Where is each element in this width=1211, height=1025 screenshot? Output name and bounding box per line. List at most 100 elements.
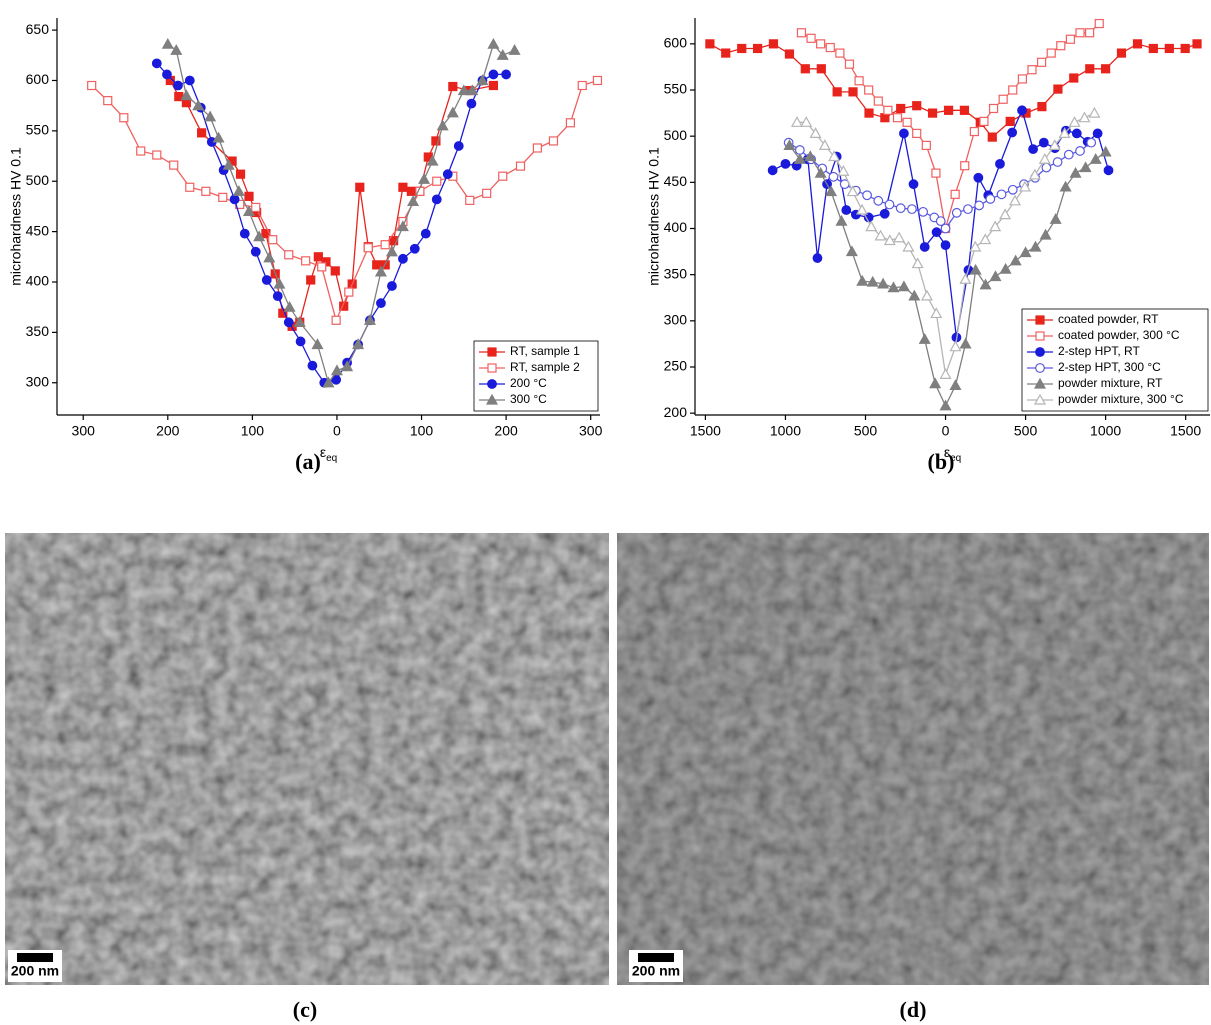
marker: [250, 246, 261, 257]
marker: [457, 84, 470, 96]
marker: [322, 376, 335, 388]
marker: [284, 250, 294, 260]
marker: [1049, 213, 1062, 224]
marker: [1071, 128, 1082, 139]
marker: [396, 220, 409, 232]
legend-label: 300 °C: [510, 392, 547, 406]
marker: [341, 360, 354, 372]
marker: [418, 172, 431, 184]
y-tick-label: 400: [664, 219, 688, 235]
marker: [119, 113, 129, 123]
x-tick-label: 500: [854, 423, 878, 439]
marker: [355, 182, 365, 192]
marker: [846, 185, 859, 197]
micrograph-texture: [617, 533, 1209, 985]
marker: [344, 287, 354, 297]
x-tick-label: 0: [333, 423, 341, 439]
x-axis-label-main: ε: [944, 444, 950, 460]
marker: [306, 275, 316, 285]
marker: [800, 116, 813, 127]
marker: [162, 69, 172, 80]
marker: [331, 374, 342, 385]
marker: [1033, 393, 1047, 405]
marker: [1065, 34, 1076, 44]
marker: [218, 192, 228, 202]
marker: [908, 289, 921, 301]
marker: [931, 227, 942, 238]
marker: [825, 185, 838, 197]
marker: [931, 168, 941, 178]
marker: [1085, 28, 1095, 38]
marker: [832, 87, 842, 97]
x-tick-label: 300: [579, 423, 603, 439]
marker: [1075, 28, 1085, 38]
y-axis-label: microhardness HV 0.1: [8, 147, 24, 286]
marker: [835, 48, 845, 58]
marker: [887, 281, 900, 293]
x-tick-label: 1500: [690, 423, 721, 439]
marker: [577, 80, 587, 91]
marker: [884, 199, 895, 210]
marker: [950, 189, 960, 199]
legend-box: [1021, 308, 1209, 412]
marker: [1075, 146, 1085, 156]
marker: [496, 49, 509, 60]
marker: [222, 158, 235, 170]
scale-bar-line: [17, 953, 53, 962]
marker: [508, 44, 521, 55]
marker: [883, 234, 896, 246]
marker: [330, 364, 343, 376]
marker: [1035, 363, 1045, 373]
panel-label: (c): [293, 997, 317, 1022]
y-tick-label: 300: [26, 373, 50, 389]
marker: [987, 132, 997, 142]
y-axis-label: microhardness HV 0.1: [646, 147, 662, 286]
legend-label: coated powder, RT: [1058, 312, 1159, 326]
marker: [201, 186, 211, 196]
marker: [501, 69, 512, 80]
marker: [498, 171, 508, 181]
marker: [1103, 165, 1114, 176]
marker: [152, 150, 162, 160]
marker: [812, 253, 823, 263]
marker: [1099, 145, 1112, 157]
marker: [930, 307, 943, 319]
x-tick-label: 200: [156, 423, 180, 439]
marker: [487, 37, 500, 49]
marker: [1018, 180, 1031, 192]
marker: [180, 89, 193, 101]
marker: [197, 128, 207, 138]
panel-label: (d): [900, 997, 927, 1022]
marker: [818, 139, 831, 151]
marker: [1164, 43, 1174, 54]
marker: [170, 44, 183, 55]
marker: [1017, 74, 1027, 84]
marker: [921, 140, 931, 151]
marker: [804, 150, 817, 162]
marker: [940, 223, 951, 234]
legend-label: 200 °C: [510, 376, 547, 390]
marker: [1086, 137, 1097, 148]
y-tick-label: 250: [664, 358, 688, 374]
marker: [855, 203, 868, 215]
marker: [409, 243, 420, 254]
x-axis-label-subscript: eq: [326, 453, 337, 464]
marker: [800, 64, 810, 74]
marker: [939, 368, 952, 379]
marker: [398, 253, 408, 264]
marker: [1092, 128, 1103, 139]
marker: [841, 205, 852, 215]
legend: RT, sample 1 RT, sample 2 200 °C 300 °C: [473, 340, 599, 412]
marker: [737, 43, 747, 54]
marker: [1180, 43, 1190, 54]
y-tick-label: 450: [26, 222, 50, 238]
marker: [293, 316, 306, 327]
marker: [816, 64, 826, 74]
marker: [487, 379, 497, 389]
marker: [825, 42, 835, 53]
marker: [431, 194, 442, 205]
marker: [927, 108, 938, 118]
marker: [1037, 102, 1047, 112]
marker: [426, 154, 439, 166]
marker: [515, 161, 526, 171]
